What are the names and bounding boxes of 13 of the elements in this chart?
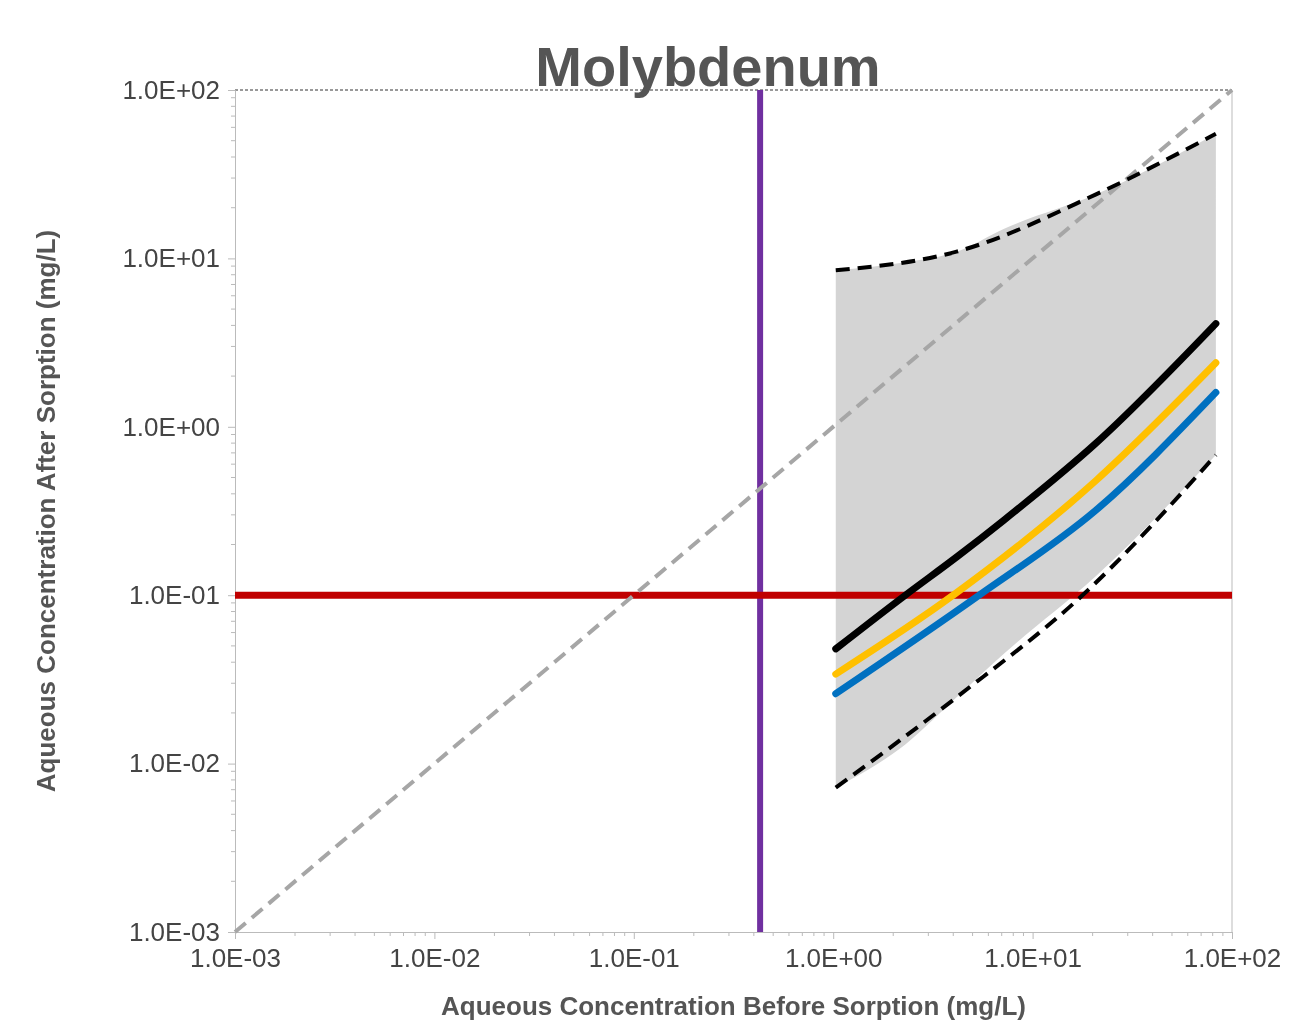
y-tick-label: 1.0E+02 — [122, 74, 220, 105]
x-tick-label: 1.0E-01 — [588, 943, 680, 974]
y-tick-label: 1.0E-01 — [128, 580, 220, 611]
x-tick-label: 1.0E+00 — [784, 943, 883, 974]
x-axis-title: Aqueous Concentration Before Sorption (mg/L) — [441, 991, 1026, 1021]
y-axis-title: Aqueous Concentration After Sorption (mg/L) — [31, 229, 61, 793]
y-tick-label: 1.0E+00 — [122, 411, 220, 442]
y-tick-label: 1.0E-02 — [128, 748, 220, 779]
x-tick-label: 1.0E-02 — [389, 943, 481, 974]
x-tick-label: 1.0E+02 — [1183, 943, 1282, 974]
chart-title: Molybdenum — [535, 35, 881, 98]
x-tick-label: 1.0E+01 — [984, 943, 1082, 974]
y-tick-label: 1.0E+01 — [122, 243, 220, 274]
